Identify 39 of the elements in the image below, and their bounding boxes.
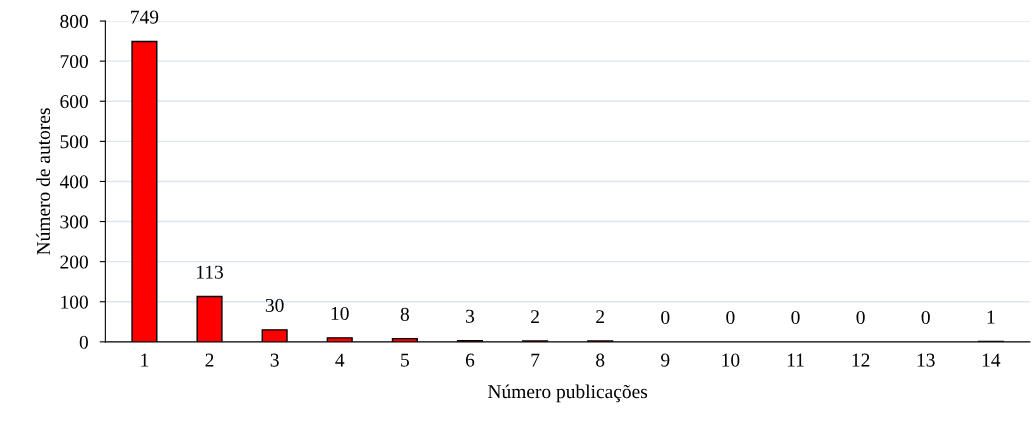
x-tick-label: 11 — [787, 353, 804, 367]
y-tick-label: 0 — [79, 335, 88, 349]
x-tick-label: 3 — [270, 353, 279, 367]
data-label: 0 — [856, 310, 865, 325]
y-tick-label: 200 — [60, 255, 88, 269]
data-label: 10 — [331, 306, 349, 320]
data-label: 0 — [726, 310, 735, 325]
x-tick-label: 9 — [661, 353, 670, 367]
data-label: 30 — [265, 298, 284, 312]
x-tick-label: 10 — [722, 353, 740, 367]
data-label: 2 — [596, 310, 604, 324]
y-tick-label: 500 — [60, 135, 88, 149]
data-label: 749 — [131, 10, 159, 24]
x-tick-label: 7 — [531, 353, 540, 367]
data-label: 113 — [197, 265, 223, 279]
data-label: 1 — [987, 310, 995, 324]
data-label: 2 — [531, 310, 539, 324]
y-tick-label: 300 — [60, 215, 88, 229]
data-label: 8 — [400, 307, 409, 321]
x-axis-title: Número publicações — [488, 384, 648, 403]
x-tick-label: 6 — [465, 353, 475, 367]
y-tick-label: 700 — [60, 54, 88, 69]
y-tick-label: 400 — [59, 175, 88, 189]
x-tick-label: 2 — [205, 353, 214, 367]
y-tick-label: 600 — [60, 95, 88, 109]
x-tick-label: 13 — [917, 353, 935, 367]
x-tick-label: 1 — [141, 353, 149, 367]
data-label: 0 — [921, 310, 930, 325]
x-tick-label: 14 — [982, 353, 1001, 367]
y-tick-label: 800 — [60, 14, 88, 28]
data-label: 0 — [661, 310, 670, 325]
x-tick-label: 4 — [335, 353, 345, 367]
x-tick-label: 5 — [401, 353, 409, 367]
data-label: 0 — [791, 310, 800, 325]
y-axis-title: Número de autores — [36, 108, 51, 255]
x-tick-label: 8 — [596, 353, 605, 367]
data-label: 3 — [466, 309, 475, 323]
y-tick-label: 100 — [61, 295, 88, 309]
x-tick-label: 12 — [852, 353, 870, 367]
